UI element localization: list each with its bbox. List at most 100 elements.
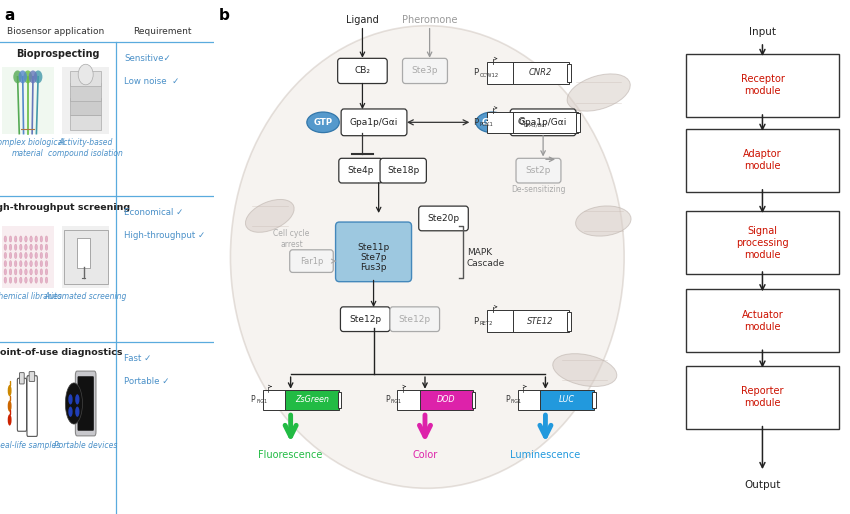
FancyBboxPatch shape (71, 83, 101, 101)
Text: Ste7p: Ste7p (360, 252, 387, 262)
Text: FIG1: FIG1 (511, 399, 522, 405)
FancyBboxPatch shape (27, 376, 37, 436)
Circle shape (4, 236, 7, 242)
Text: Low noise  ✓: Low noise ✓ (124, 77, 179, 86)
FancyBboxPatch shape (513, 112, 578, 133)
FancyBboxPatch shape (403, 58, 447, 83)
Circle shape (20, 269, 22, 275)
Text: Ste18p: Ste18p (387, 166, 419, 175)
Circle shape (65, 383, 82, 424)
Text: P: P (506, 395, 510, 405)
Circle shape (9, 244, 12, 250)
FancyBboxPatch shape (29, 372, 35, 381)
FancyBboxPatch shape (567, 312, 571, 331)
FancyBboxPatch shape (487, 62, 515, 84)
FancyBboxPatch shape (71, 115, 101, 130)
FancyBboxPatch shape (17, 378, 26, 431)
Circle shape (25, 252, 27, 259)
Circle shape (4, 252, 7, 259)
Text: Fast ✓: Fast ✓ (124, 354, 151, 363)
Text: Ste4p: Ste4p (348, 166, 374, 175)
FancyBboxPatch shape (686, 54, 839, 117)
FancyBboxPatch shape (76, 371, 96, 436)
FancyBboxPatch shape (76, 238, 90, 268)
Text: MAPK
Cascade: MAPK Cascade (467, 248, 505, 268)
Ellipse shape (8, 414, 12, 426)
Text: G: G (518, 117, 524, 126)
Circle shape (20, 244, 22, 250)
Text: DOD: DOD (437, 395, 456, 405)
Text: Far1p: Far1p (300, 256, 323, 266)
FancyBboxPatch shape (71, 98, 101, 115)
Text: FIG1: FIG1 (390, 399, 401, 405)
Text: GTP: GTP (314, 118, 332, 127)
Circle shape (30, 277, 32, 283)
FancyBboxPatch shape (336, 222, 411, 282)
FancyBboxPatch shape (513, 310, 569, 332)
Text: Receptor
module: Receptor module (740, 75, 785, 97)
Circle shape (45, 269, 48, 275)
Ellipse shape (19, 70, 27, 83)
Circle shape (9, 269, 12, 275)
Ellipse shape (230, 26, 624, 488)
FancyBboxPatch shape (20, 373, 24, 384)
FancyBboxPatch shape (419, 206, 468, 231)
FancyBboxPatch shape (487, 112, 515, 133)
FancyBboxPatch shape (62, 226, 110, 288)
Text: Gpa1p/Gαi: Gpa1p/Gαi (350, 118, 398, 127)
Text: Ste12p: Ste12p (349, 315, 382, 324)
Text: STE12: STE12 (527, 317, 554, 326)
FancyBboxPatch shape (339, 158, 382, 183)
Circle shape (68, 407, 72, 417)
Text: Activity-based
compound isolation: Activity-based compound isolation (48, 138, 123, 158)
Text: CB₂: CB₂ (354, 66, 371, 76)
FancyBboxPatch shape (576, 113, 581, 132)
Text: Input: Input (749, 27, 776, 38)
FancyBboxPatch shape (390, 307, 439, 332)
Text: Fluorescence: Fluorescence (258, 450, 323, 460)
Text: P: P (473, 118, 479, 127)
Circle shape (14, 236, 17, 242)
Circle shape (40, 269, 43, 275)
Circle shape (30, 261, 32, 267)
Text: De-sensitizing: De-sensitizing (511, 185, 566, 194)
Circle shape (25, 277, 27, 283)
Text: Pheromone: Pheromone (402, 15, 457, 25)
Circle shape (75, 407, 79, 417)
Circle shape (35, 269, 37, 275)
Text: Ste12p: Ste12p (399, 315, 431, 324)
Circle shape (9, 261, 12, 267)
Circle shape (4, 261, 7, 267)
Circle shape (14, 244, 17, 250)
Circle shape (14, 269, 17, 275)
Circle shape (25, 236, 27, 242)
Circle shape (9, 252, 12, 259)
Ellipse shape (78, 64, 94, 85)
Circle shape (40, 236, 43, 242)
Circle shape (35, 252, 37, 259)
FancyBboxPatch shape (398, 390, 422, 410)
Text: Ste3p: Ste3p (411, 66, 439, 76)
Text: Sst2p: Sst2p (526, 166, 551, 175)
FancyBboxPatch shape (286, 390, 339, 410)
Text: Signal
processing
module: Signal processing module (736, 226, 789, 260)
FancyBboxPatch shape (62, 67, 110, 134)
Text: CNR2: CNR2 (529, 68, 553, 78)
FancyBboxPatch shape (337, 58, 388, 83)
Circle shape (45, 261, 48, 267)
Text: Fus3p: Fus3p (360, 263, 387, 272)
Ellipse shape (8, 385, 12, 396)
Circle shape (20, 277, 22, 283)
FancyBboxPatch shape (686, 129, 839, 192)
Circle shape (20, 252, 22, 259)
Circle shape (75, 394, 79, 405)
Circle shape (4, 269, 7, 275)
Ellipse shape (476, 112, 508, 133)
FancyBboxPatch shape (3, 370, 54, 437)
FancyBboxPatch shape (472, 392, 475, 408)
FancyBboxPatch shape (518, 390, 543, 410)
Text: GPA1/Gαi: GPA1/Gαi (524, 123, 547, 128)
Text: Cell cycle
arrest: Cell cycle arrest (274, 229, 309, 249)
Text: Ste11p: Ste11p (358, 243, 389, 252)
Text: Sensitive✓: Sensitive✓ (124, 54, 171, 63)
